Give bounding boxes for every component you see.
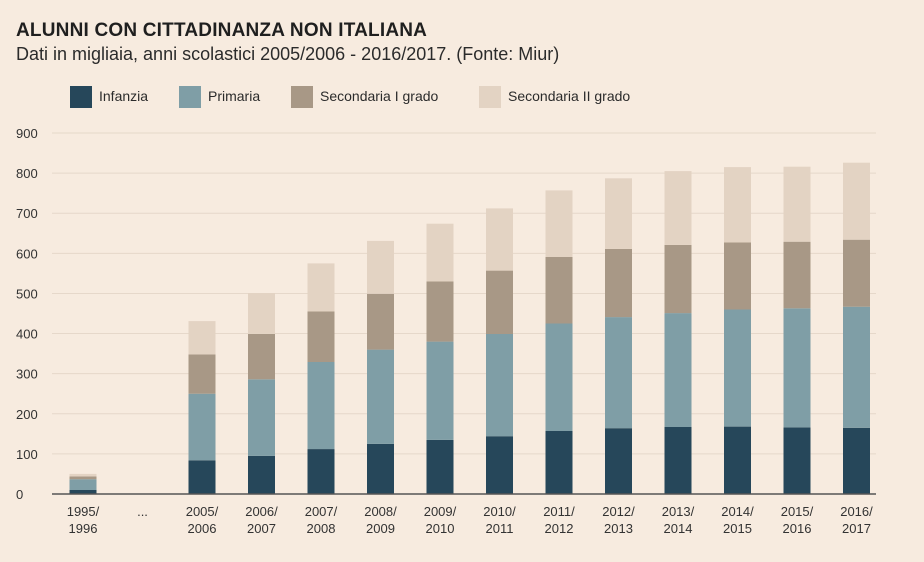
bar-segment (367, 240, 394, 294)
bar-segment (188, 460, 216, 494)
bar-segment (69, 473, 97, 477)
x-tick-label: 1995/1996 (67, 504, 100, 536)
bar-segment (783, 308, 811, 428)
x-tick-label: 2016/2017 (840, 504, 873, 536)
bar-segment (605, 248, 632, 318)
y-tick-label: 800 (16, 166, 38, 181)
x-tick-label: ... (137, 504, 148, 519)
bar-segment (367, 293, 394, 350)
x-tick-label: 2005/2006 (186, 504, 219, 536)
y-tick-label: 200 (16, 407, 38, 422)
bar-segment (307, 362, 335, 449)
legend-label-infanzia: Infanzia (99, 88, 149, 104)
bar-segment (783, 241, 811, 309)
bar-segment (605, 317, 632, 429)
bar-segment (367, 443, 394, 494)
y-tick-label: 500 (16, 286, 38, 301)
legend-swatch-infanzia (70, 86, 92, 108)
bar-segment (248, 334, 275, 380)
bar-segment (605, 428, 632, 494)
bar-segment (426, 281, 454, 342)
bar-segment (69, 479, 97, 490)
bar-segment (188, 393, 216, 461)
bar-segment (426, 439, 454, 494)
bar-segment (426, 341, 454, 440)
y-tick-label: 100 (16, 447, 38, 462)
bar-segment (724, 167, 751, 243)
bar-segment (307, 263, 335, 312)
x-tick-label: 2012/2013 (602, 504, 635, 536)
legend-label-primaria: Primaria (208, 88, 261, 104)
y-tick-label: 900 (16, 126, 38, 141)
bar-segment (843, 239, 870, 307)
y-tick-label: 300 (16, 367, 38, 382)
bar-segment (664, 427, 692, 494)
legend-swatch-secondaria-ii-grado (479, 86, 501, 108)
bar-segment (248, 379, 275, 456)
bar-segment (426, 223, 454, 282)
bar-segment (783, 427, 811, 494)
x-tick-label: 2010/2011 (483, 504, 516, 536)
bar-segment (248, 455, 275, 494)
chart-subtitle: Dati in migliaia, anni scolastici 2005/2… (16, 44, 560, 64)
y-tick-label: 700 (16, 206, 38, 221)
bar-segment (724, 426, 751, 494)
legend-swatch-secondaria-i-grado (291, 86, 313, 108)
bar-segment (486, 334, 513, 437)
y-tick-label: 400 (16, 327, 38, 342)
bar-segment (248, 293, 275, 334)
bar-segment (307, 449, 335, 494)
bar-segment (486, 436, 513, 494)
bar-segment (783, 166, 811, 242)
y-tick-label: 600 (16, 246, 38, 261)
y-tick-label: 0 (16, 487, 23, 502)
bar-segment (367, 349, 394, 444)
chart-title: ALUNNI CON CITTADINANZA NON ITALIANA (16, 20, 428, 41)
bar-segment (605, 178, 632, 249)
bar-segment (843, 306, 870, 428)
bar-segment (545, 256, 573, 324)
bar-segment (664, 171, 692, 245)
bar-segment (724, 242, 751, 310)
bar-segment (724, 309, 751, 427)
bar-segment (486, 208, 513, 271)
x-tick-label: 2009/2010 (424, 504, 457, 536)
legend-swatch-primaria (179, 86, 201, 108)
bar-segment (545, 190, 573, 257)
x-tick-label: 2014/2015 (721, 504, 754, 536)
bar-segment (843, 427, 870, 494)
x-tick-label: 2006/2007 (245, 504, 278, 536)
x-tick-label: 2011/2012 (543, 504, 575, 536)
bar-segment (69, 476, 97, 480)
x-tick-label: 2007/2008 (305, 504, 338, 536)
bar-segment (188, 354, 216, 394)
bar-segment (486, 270, 513, 334)
bar-segment (545, 431, 573, 494)
x-tick-label: 2015/2016 (781, 504, 814, 536)
bar-segment (69, 490, 97, 494)
bar-segment (664, 244, 692, 314)
bar-segment (307, 311, 335, 362)
x-tick-label: 2008/2009 (364, 504, 397, 536)
bar-segment (664, 313, 692, 427)
bar-segment (843, 162, 870, 240)
legend-label-secondaria-ii-grado: Secondaria II grado (508, 88, 631, 104)
legend-label-secondaria-i-grado: Secondaria I grado (320, 88, 439, 104)
bar-segment (188, 321, 216, 355)
bar-segment (545, 323, 573, 431)
x-tick-label: 2013/2014 (662, 504, 695, 536)
